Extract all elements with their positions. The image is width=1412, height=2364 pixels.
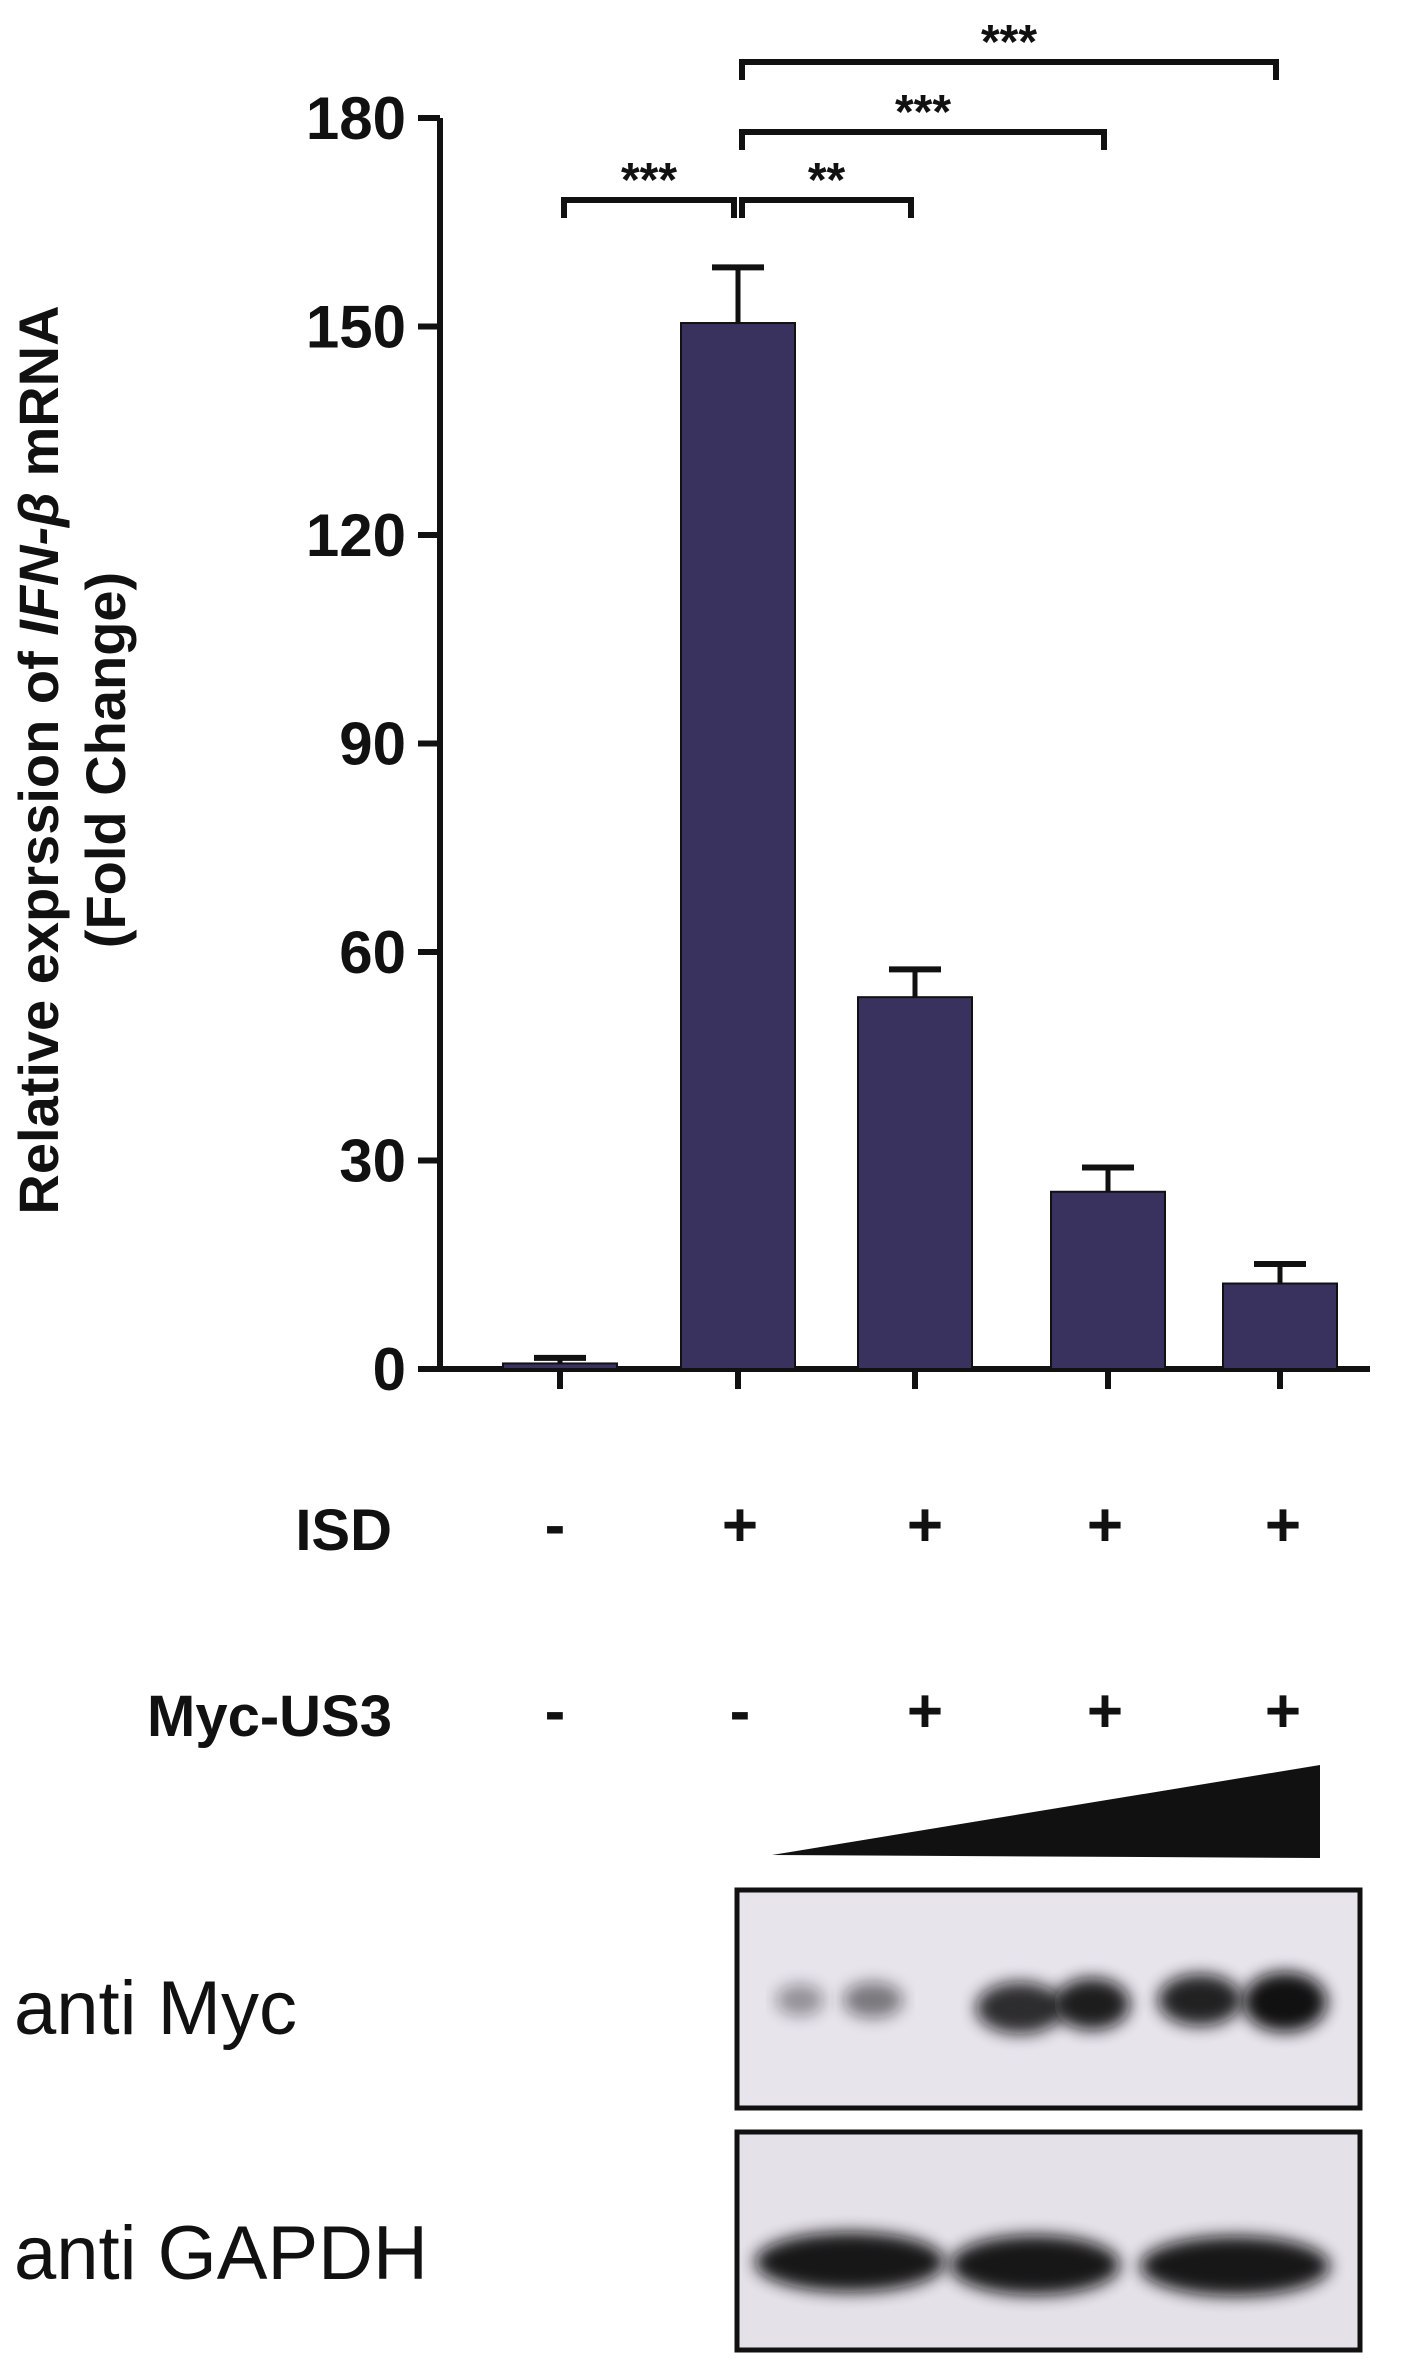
y-axis-title-line1: Relative exprssion of IFN-β mRNA: [7, 305, 70, 1214]
dose-gradient-wedge: [772, 1765, 1320, 1858]
bar: [680, 322, 796, 1370]
bar: [1222, 1282, 1338, 1371]
y-tick-label: 30: [339, 1128, 406, 1195]
blot-band-myc: [843, 1982, 903, 2018]
blot-label-anti-myc: anti Myc: [14, 1966, 297, 2051]
significance-label: ***: [621, 154, 677, 207]
blot-band-myc: [1158, 1974, 1242, 2026]
significance-label: **: [808, 154, 846, 207]
y-tick-label: 120: [306, 502, 406, 569]
significance-bracket: [739, 129, 1107, 150]
condition-sign: +: [907, 1677, 943, 1746]
bar: [502, 1362, 618, 1370]
condition-sign: -: [730, 1677, 751, 1746]
condition-sign: +: [1265, 1677, 1301, 1746]
bar: [857, 996, 973, 1370]
significance-bracket: [739, 59, 1279, 80]
blot-band-gapdh: [755, 2232, 945, 2292]
y-tick-label: 60: [339, 919, 406, 986]
condition-sign: +: [907, 1491, 943, 1560]
significance-bracket: [561, 197, 737, 218]
blot-band-myc: [976, 1982, 1064, 2034]
y-axis-title-line2: (Fold Change): [74, 572, 137, 948]
significance-bracket: [739, 197, 914, 218]
significance-label: ***: [895, 86, 951, 139]
y-tick-label: 90: [339, 711, 406, 778]
y-tick-label: 180: [306, 85, 406, 152]
significance-label: ***: [981, 16, 1037, 69]
bar: [1050, 1190, 1166, 1371]
blot-label-anti-gapdh: anti GAPDH: [14, 2211, 428, 2296]
blot-band-myc: [1243, 1972, 1327, 2032]
condition-label: ISD: [295, 1498, 392, 1563]
condition-sign: +: [1087, 1677, 1123, 1746]
condition-sign: -: [545, 1491, 566, 1560]
blot-band-myc: [1054, 1978, 1130, 2030]
blot-band-gapdh: [1140, 2236, 1330, 2296]
condition-sign: +: [1087, 1491, 1123, 1560]
condition-sign: +: [722, 1491, 758, 1560]
y-tick-label: 0: [373, 1336, 406, 1403]
condition-sign: +: [1265, 1491, 1301, 1560]
condition-label: Myc-US3: [147, 1684, 392, 1749]
blot-band-gapdh: [950, 2235, 1120, 2295]
blot-band-myc: [776, 1984, 824, 2016]
condition-sign: -: [545, 1677, 566, 1746]
y-tick-label: 150: [306, 294, 406, 361]
western-blot-panel: [734, 1887, 1363, 2353]
